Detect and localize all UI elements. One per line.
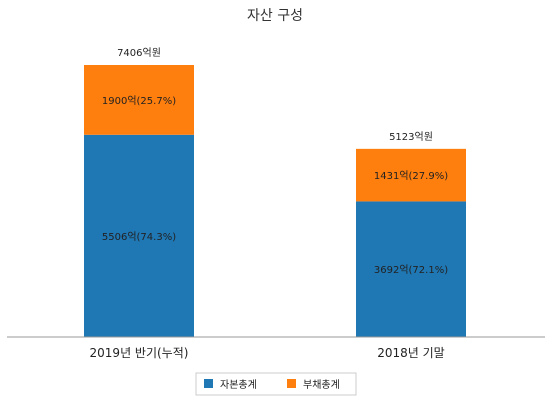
legend-swatch-liabilities — [287, 379, 296, 388]
bar-segment-liabilities — [356, 148, 466, 202]
legend-label-equity: 자본총계 — [220, 379, 257, 391]
bar-segment-liabilities — [84, 65, 194, 135]
segment-data-label: 5506억(74.3%) — [102, 231, 176, 243]
segment-data-label: 1900억(25.7%) — [102, 95, 176, 107]
chart-title: 자산 구성 — [247, 8, 303, 24]
bar-segment-equity — [356, 201, 466, 337]
legend-label-liabilities: 부채총계 — [303, 379, 340, 391]
labels-layer: 5506억(74.3%) 1900억(25.7%) 7406억원 2019년 반기(누… — [90, 47, 449, 360]
bar-total-label: 7406억원 — [117, 47, 161, 59]
bar-segment-equity — [84, 134, 194, 337]
x-tick-label: 2019년 반기(누적) — [90, 346, 189, 360]
bars-layer — [84, 65, 466, 337]
segment-data-label: 3692억(72.1%) — [374, 264, 448, 276]
x-tick-label: 2018년 기말 — [377, 346, 444, 360]
legend-swatch-equity — [204, 379, 213, 388]
legend: 자본총계 부채총계 — [195, 372, 357, 396]
segment-data-label: 1431억(27.9%) — [374, 170, 448, 182]
bar-total-label: 5123억원 — [389, 131, 433, 143]
legend-box — [195, 372, 357, 396]
